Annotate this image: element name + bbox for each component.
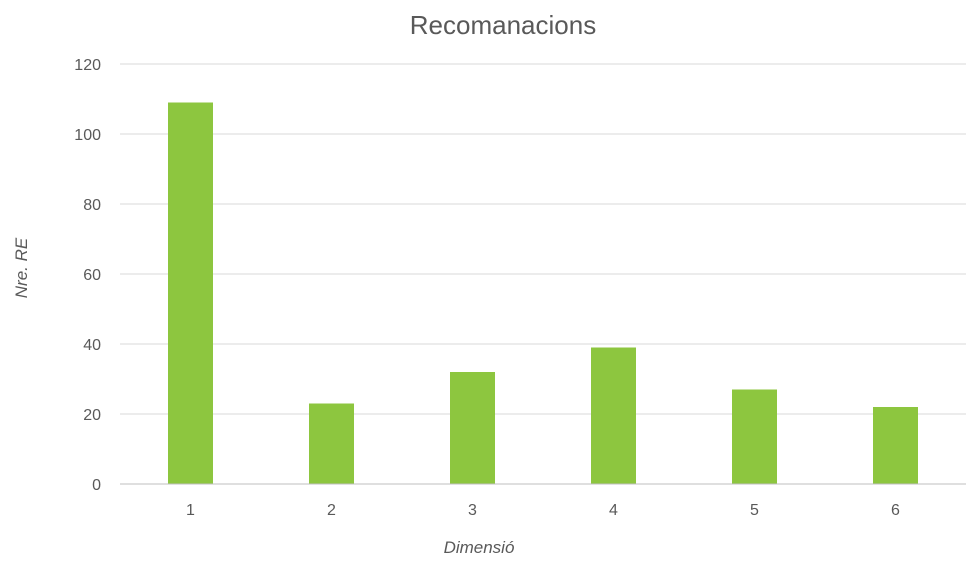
bar-3	[450, 372, 495, 484]
y-tick-label: 0	[92, 477, 101, 494]
y-tick-label: 100	[74, 127, 101, 144]
x-axis-title: Dimensió	[444, 538, 515, 557]
x-tick-label: 5	[750, 502, 759, 519]
x-tick-label: 3	[468, 502, 477, 519]
x-tick-label: 6	[891, 502, 900, 519]
y-tick-label: 60	[83, 267, 101, 284]
gridlines	[120, 63, 966, 415]
bar-1	[168, 102, 213, 484]
x-axis-ticks: 1 2 3 4 5 6	[186, 502, 900, 519]
bar-5	[732, 389, 777, 484]
bar-2	[309, 403, 354, 484]
x-tick-label: 1	[186, 502, 195, 519]
bars	[168, 102, 918, 484]
bar-6	[873, 407, 918, 484]
x-tick-label: 2	[327, 502, 336, 519]
y-tick-label: 120	[74, 57, 101, 74]
y-tick-label: 20	[83, 407, 101, 424]
y-tick-label: 80	[83, 197, 101, 214]
x-tick-label: 4	[609, 502, 618, 519]
y-tick-label: 40	[83, 337, 101, 354]
bar-4	[591, 347, 636, 484]
y-axis-title: Nre. RE	[12, 237, 31, 298]
y-axis-ticks: 0 20 40 60 80 100 120	[74, 57, 101, 494]
chart-title: Recomanacions	[410, 10, 596, 40]
